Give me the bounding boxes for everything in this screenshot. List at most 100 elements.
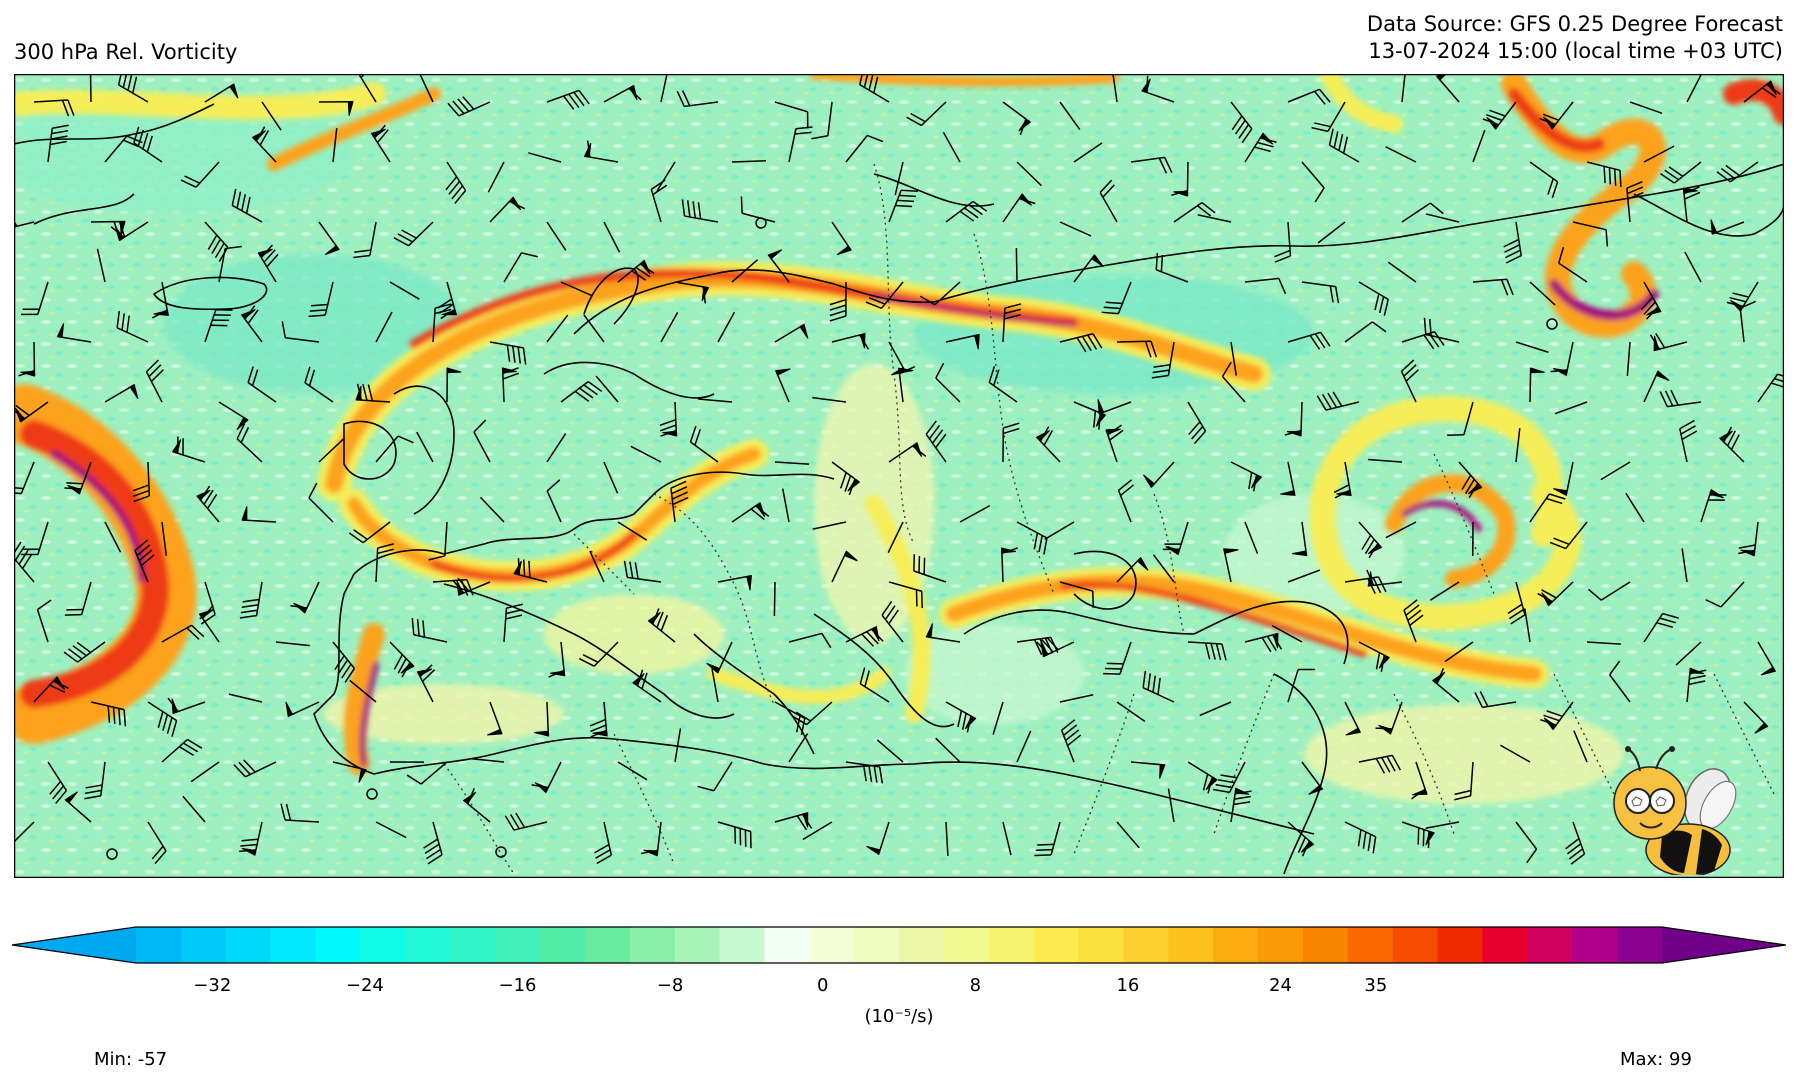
wind-barb (1757, 373, 1784, 403)
wind-barb (196, 485, 220, 523)
wind-barb (888, 442, 927, 463)
wind-barb (1447, 401, 1474, 437)
wind-barb (1474, 691, 1517, 709)
wind-barb (389, 281, 420, 300)
calm-wind-circle (106, 848, 118, 860)
wind-barb (487, 161, 505, 193)
wind-barb (285, 701, 320, 718)
wind-barb (1643, 612, 1679, 643)
wind-barb (1375, 701, 1403, 735)
wind-barb (603, 221, 621, 253)
wind-barb (447, 96, 491, 117)
wind-barb (1401, 331, 1445, 350)
wind-barb (1130, 761, 1166, 779)
wind-barb (1540, 701, 1574, 731)
wind-barb (1155, 253, 1189, 283)
wind-barb (375, 311, 393, 343)
wind-barb (1458, 461, 1483, 499)
colorbar-cell (1123, 927, 1169, 963)
wind-barb (218, 401, 249, 431)
wind-barb (811, 101, 833, 140)
wind-barb (231, 188, 263, 223)
colorbar-tick-label: 16 (1116, 975, 1140, 996)
wind-barb (845, 134, 884, 163)
wind-barb (36, 599, 52, 643)
wind-barb (423, 821, 443, 865)
wind-barb (546, 433, 567, 463)
wind-barb (204, 309, 233, 343)
wind-barb (1344, 821, 1377, 854)
wind-barb (774, 701, 806, 735)
wind-barb (1444, 641, 1474, 663)
wind-barb (104, 521, 122, 553)
wind-barb (1586, 641, 1621, 645)
wind-barb (1643, 370, 1670, 403)
wind-barb (332, 761, 367, 783)
wind-barb (110, 221, 149, 242)
wind-barb (1187, 641, 1227, 661)
wind-barb (416, 431, 434, 463)
wind-barb (788, 632, 832, 649)
wind-barb (1686, 667, 1707, 703)
wind-barb (603, 84, 642, 103)
wind-barb (1059, 101, 1081, 131)
wind-barb (788, 126, 813, 163)
wind-barb (501, 367, 520, 403)
wind-barb (1675, 641, 1702, 666)
wind-barb (623, 560, 662, 583)
wind-barb (845, 761, 884, 784)
wind-barb (236, 423, 263, 463)
wind-barb (1553, 461, 1574, 497)
wind-barb (90, 701, 127, 727)
colorbar-tick-label: −24 (345, 975, 384, 996)
wind-barb (1587, 581, 1631, 601)
wind-barb (479, 496, 505, 523)
wind-barb (1401, 821, 1435, 849)
wind-barb (1151, 341, 1175, 379)
wind-barb (1625, 492, 1645, 523)
wind-barb (698, 398, 733, 403)
wind-barb (925, 623, 961, 643)
colorbar-cell (1168, 927, 1214, 963)
chart-title: 300 hPa Rel. Vorticity (14, 40, 238, 64)
wind-barb (717, 575, 752, 591)
wind-barb (275, 641, 310, 647)
wind-barb (945, 701, 977, 733)
wind-barb (332, 128, 338, 163)
wind-barb (546, 89, 590, 110)
wind-barb (717, 311, 736, 343)
colorbar-tick-label: −16 (498, 975, 537, 996)
wind-barb (1333, 461, 1352, 499)
wind-barb (942, 131, 961, 163)
wind-barb (14, 220, 35, 228)
wind-barb (913, 554, 947, 583)
wind-barb (1400, 359, 1419, 403)
wind-barb (152, 281, 169, 319)
wind-barb (171, 436, 206, 463)
wind-barb (1425, 821, 1460, 829)
wind-barb (1016, 521, 1048, 555)
wind-barb (251, 126, 277, 163)
wind-barb (489, 196, 526, 223)
wind-barb (419, 74, 434, 103)
wind-barb (656, 161, 676, 192)
wind-barb (21, 281, 49, 316)
wind-barb (531, 761, 562, 794)
wind-barb (304, 366, 334, 403)
wind-barb (349, 679, 377, 703)
colorbar-cell (1617, 927, 1663, 963)
wind-barb (988, 366, 1018, 403)
wind-barb (1649, 333, 1688, 352)
colorbar-cell (1302, 927, 1349, 963)
wind-barb (1130, 156, 1173, 174)
wind-barb (706, 641, 733, 674)
colorbar-cell (629, 927, 676, 963)
wind-barb (812, 396, 847, 403)
wind-barb (630, 445, 662, 463)
wind-barb (711, 668, 719, 703)
wind-barb (1757, 641, 1776, 676)
wind-barb (560, 381, 603, 403)
wind-barb (513, 558, 548, 583)
wind-barb (161, 521, 168, 556)
wind-barb (935, 362, 961, 403)
